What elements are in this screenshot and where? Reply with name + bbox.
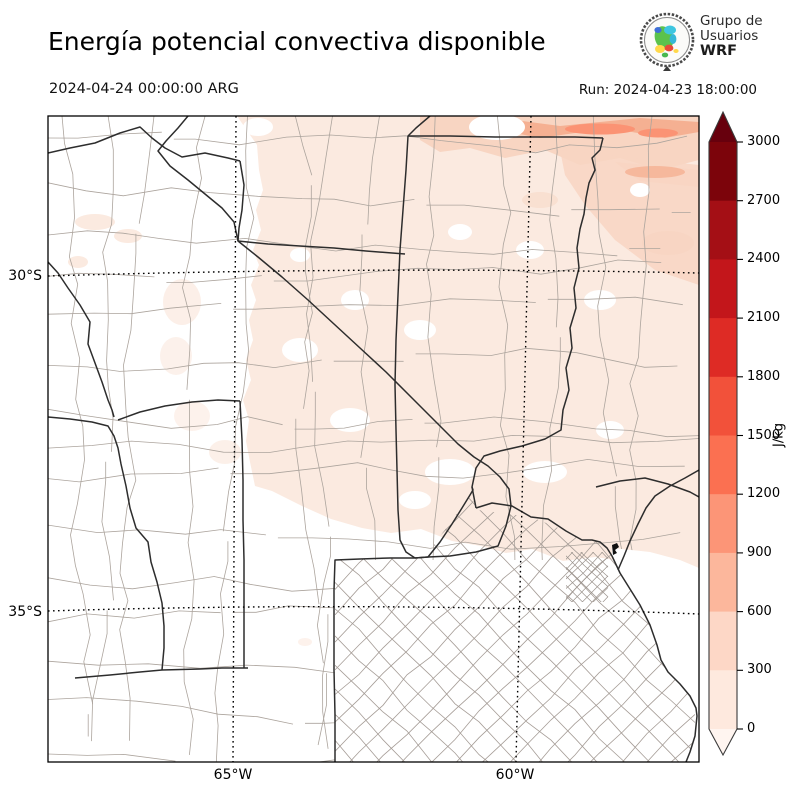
cape-shading	[68, 116, 699, 646]
colorbar-tick-marks	[737, 141, 743, 730]
province-borders	[48, 116, 699, 762]
cbar-label-300: 300	[747, 662, 772, 677]
cbar-label-3000: 3000	[747, 134, 781, 149]
logo-line-3: WRF	[700, 43, 738, 59]
logo-line-1: Grupo de	[700, 13, 763, 29]
ytick-35s: 35°S	[8, 604, 42, 620]
valid-time: 2024-04-24 00:00:00 ARG	[49, 81, 239, 97]
xtick-65w: 65°W	[213, 767, 253, 783]
gridline-30s	[48, 269, 699, 277]
colorbar-segment	[709, 259, 737, 319]
gridline-35s	[48, 605, 699, 615]
amba-dense-mesh	[566, 552, 609, 602]
cbar-label-0: 0	[747, 721, 756, 736]
logo-rainbow-blob	[654, 25, 679, 58]
wrf-logo-emblem	[639, 12, 695, 71]
xtick-60w: 60°W	[495, 767, 535, 783]
logo-line-2: Usuarios	[700, 28, 759, 44]
colorbar-segment	[709, 318, 737, 378]
wrf-logo: Grupo de Usuarios WRF	[636, 8, 796, 76]
colorbar-segment	[709, 552, 737, 613]
graticule	[48, 116, 699, 762]
wrf-logo-text: Grupo de Usuarios WRF	[700, 14, 763, 59]
colorbar-segment	[709, 142, 737, 202]
cbar-label-1500: 1500	[747, 428, 781, 443]
cape-core-streak	[565, 123, 678, 138]
run-time: Run: 2024-04-23 18:00:00	[578, 82, 757, 98]
rio-de-la-plata-water	[612, 548, 699, 714]
colorbar-arrow-bottom	[709, 729, 737, 755]
colorbar-segment	[709, 611, 737, 671]
map-frame	[47, 115, 700, 763]
cape-holes	[243, 116, 650, 509]
cbar-label-2400: 2400	[747, 251, 781, 266]
cbar-label-1200: 1200	[747, 486, 781, 501]
colorbar	[708, 110, 743, 757]
cbar-label-1800: 1800	[747, 369, 781, 384]
ytick-30s: 30°S	[8, 268, 42, 284]
colorbar-segment	[709, 376, 737, 436]
cbar-label-2700: 2700	[747, 193, 781, 208]
cbar-label-2100: 2100	[747, 310, 781, 325]
colorbar-arrow-top	[709, 112, 737, 142]
cbar-label-600: 600	[747, 604, 772, 619]
colorbar-segment	[709, 670, 737, 730]
colorbar-segment	[709, 435, 737, 495]
colorbar-unit-label: J/kg	[771, 423, 787, 447]
colorbar-segment	[709, 200, 737, 260]
colorbar-segment	[709, 494, 737, 554]
cbar-label-900: 900	[747, 545, 772, 560]
page-title: Energía potencial convectiva disponible	[48, 27, 546, 56]
buenos-aires-city-marker	[612, 543, 619, 555]
